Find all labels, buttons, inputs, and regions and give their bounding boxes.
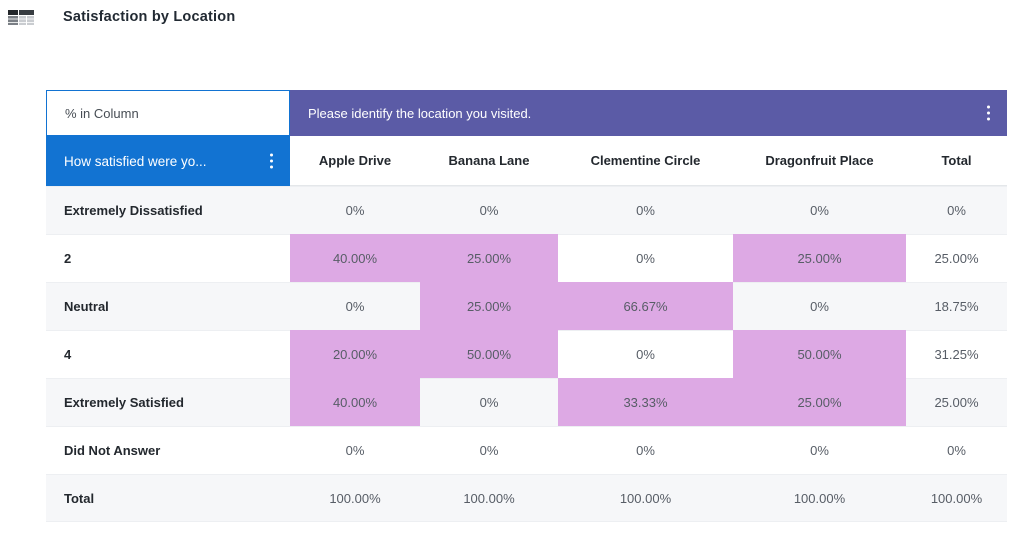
row-label: Did Not Answer	[46, 426, 290, 474]
banner-question-label: Please identify the location you visited…	[308, 105, 532, 121]
data-cell: 0%	[733, 282, 906, 330]
data-cell: 0%	[290, 186, 420, 234]
column-header-banana-lane: Banana Lane	[420, 136, 558, 186]
table-row: Neutral 0% 25.00% 66.67% 0% 18.75%	[46, 282, 1007, 330]
row-label: 2	[46, 234, 290, 282]
column-header-clementine-circle: Clementine Circle	[558, 136, 733, 186]
data-cell: 0%	[558, 186, 733, 234]
title-bar: Satisfaction by Location	[8, 9, 235, 25]
data-cell: 18.75%	[906, 282, 1007, 330]
data-cell: 0%	[733, 426, 906, 474]
data-cell-highlighted: 50.00%	[420, 330, 558, 378]
data-cell: 100.00%	[420, 474, 558, 522]
column-header-apple-drive: Apple Drive	[290, 136, 420, 186]
crosstab-table: % in Column Please identify the location…	[46, 90, 1007, 522]
data-cell: 25.00%	[906, 378, 1007, 426]
column-header-row: How satisfied were yo... Apple Drive Ban…	[46, 136, 1007, 186]
row-label: 4	[46, 330, 290, 378]
data-cell: 100.00%	[906, 474, 1007, 522]
row-label: Extremely Dissatisfied	[46, 186, 290, 234]
banner-question-cell: Please identify the location you visited…	[290, 90, 1007, 136]
data-cell: 0%	[420, 186, 558, 234]
crosstab-table-container: % in Column Please identify the location…	[46, 90, 1007, 522]
data-cell: 0%	[906, 426, 1007, 474]
kebab-menu-icon[interactable]	[984, 103, 993, 124]
data-cell: 0%	[906, 186, 1007, 234]
data-cell: 0%	[290, 282, 420, 330]
data-cell-highlighted: 25.00%	[420, 234, 558, 282]
measure-label: % in Column	[65, 105, 139, 121]
data-cell: 25.00%	[906, 234, 1007, 282]
data-cell-highlighted: 40.00%	[290, 234, 420, 282]
table-row: Extremely Dissatisfied 0% 0% 0% 0% 0%	[46, 186, 1007, 234]
data-cell: 100.00%	[558, 474, 733, 522]
table-row: 2 40.00% 25.00% 0% 25.00% 25.00%	[46, 234, 1007, 282]
data-cell-highlighted: 25.00%	[420, 282, 558, 330]
kebab-menu-icon[interactable]	[267, 151, 276, 172]
row-question-cell: How satisfied were yo...	[46, 136, 290, 186]
data-cell-highlighted: 50.00%	[733, 330, 906, 378]
data-cell: 0%	[558, 330, 733, 378]
data-cell-highlighted: 40.00%	[290, 378, 420, 426]
row-label: Extremely Satisfied	[46, 378, 290, 426]
table-row: 4 20.00% 50.00% 0% 50.00% 31.25%	[46, 330, 1007, 378]
data-cell-highlighted: 25.00%	[733, 234, 906, 282]
table-row: Did Not Answer 0% 0% 0% 0% 0%	[46, 426, 1007, 474]
data-cell: 31.25%	[906, 330, 1007, 378]
data-cell: 100.00%	[290, 474, 420, 522]
data-cell-highlighted: 25.00%	[733, 378, 906, 426]
data-cell: 0%	[420, 378, 558, 426]
data-cell-highlighted: 33.33%	[558, 378, 733, 426]
data-cell: 0%	[733, 186, 906, 234]
row-label: Neutral	[46, 282, 290, 330]
page-title: Satisfaction by Location	[63, 9, 236, 25]
row-label: Total	[46, 474, 290, 522]
data-cell-highlighted: 66.67%	[558, 282, 733, 330]
measure-cell: % in Column	[46, 90, 290, 136]
data-cell: 0%	[420, 426, 558, 474]
data-cell: 100.00%	[733, 474, 906, 522]
row-question-label: How satisfied were yo...	[64, 153, 207, 169]
banner-row: % in Column Please identify the location…	[46, 90, 1007, 136]
data-cell: 0%	[290, 426, 420, 474]
crosstab-table-icon	[8, 9, 34, 25]
data-cell: 0%	[558, 426, 733, 474]
column-header-dragonfruit-place: Dragonfruit Place	[733, 136, 906, 186]
table-row: Extremely Satisfied 40.00% 0% 33.33% 25.…	[46, 378, 1007, 426]
table-row-total: Total 100.00% 100.00% 100.00% 100.00% 10…	[46, 474, 1007, 522]
data-cell-highlighted: 20.00%	[290, 330, 420, 378]
data-cell: 0%	[558, 234, 733, 282]
column-header-total: Total	[906, 136, 1007, 186]
